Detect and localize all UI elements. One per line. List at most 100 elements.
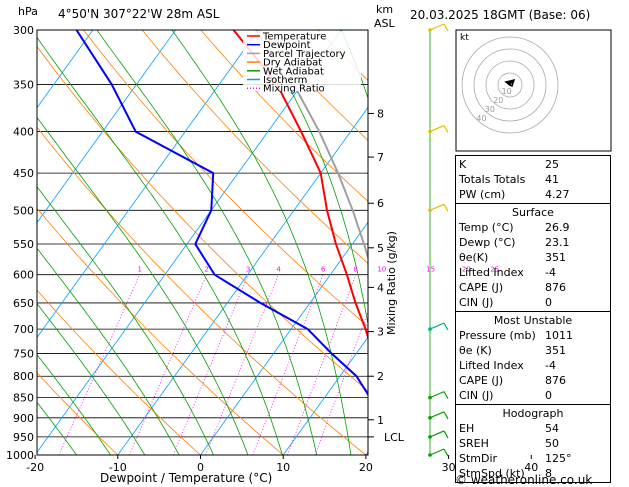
wet-adiabat [402, 0, 454, 472]
mu-pressure-label: Pressure (mb) [459, 328, 536, 343]
mixing-ratio-axis-label: Mixing Ratio (g/kg) [385, 231, 398, 335]
mu-cin-value: 0 [545, 388, 607, 403]
k-index-label: K [459, 157, 466, 172]
km-tick-label: 7 [377, 151, 384, 164]
mu-li-value: -4 [545, 358, 607, 373]
mixing-ratio-label: 15 [426, 266, 435, 274]
surface-li-row: Lifted Index -4 [459, 265, 607, 280]
pressure-tick-label: 650 [13, 297, 34, 310]
wind-barb-flag [444, 449, 448, 456]
mu-theta-e-row: θe (K)351 [459, 343, 607, 358]
wind-barb-flag [444, 392, 448, 399]
wind-barb-flag [444, 24, 448, 31]
pressure-tick-label: 550 [13, 238, 34, 251]
mu-cin-row: CIN (J) 0 [459, 388, 607, 403]
mu-pressure-value: 1011 [545, 328, 607, 343]
km-tick-label: 8 [377, 107, 384, 120]
km-tick-label: 1 [377, 414, 384, 427]
surface-box: Surface Temp (°C)26.9 Dewp (°C)23.1 θe(K… [455, 204, 611, 312]
wind-barb-dot [428, 435, 432, 439]
eh-value: 54 [545, 421, 607, 436]
eh-label: EH [459, 421, 474, 436]
wind-barb-dot [428, 130, 432, 134]
surface-theta-e-value: 351 [545, 250, 607, 265]
wind-barb-flag [444, 204, 448, 211]
surface-theta-e-row: θe(K) 351 [459, 250, 607, 265]
mu-li-row: Lifted Index -4 [459, 358, 607, 373]
k-index-row: K 25 [459, 157, 607, 172]
eh-row: EH 54 [459, 421, 607, 436]
stmspd-row: StmSpd (kt)8 [459, 466, 607, 481]
surface-theta-e-label: θe(K) [459, 250, 488, 265]
most-unstable-title: Most Unstable [459, 313, 607, 328]
surface-dewp-value: 23.1 [545, 235, 607, 250]
pressure-tick-label: 850 [13, 392, 34, 405]
mixing-ratio-line [206, 275, 279, 455]
km-tick-label: 3 [377, 326, 384, 339]
x-axis-label: Dewpoint / Temperature (°C) [100, 471, 272, 485]
pressure-tick-label: 950 [13, 431, 34, 444]
sreh-row: SREH 50 [459, 436, 607, 451]
surface-cin-label: CIN (J) [459, 295, 493, 310]
wind-barb-flag [444, 126, 448, 133]
mixing-ratio-label: 3 [246, 266, 250, 274]
temp-tick-label: 20 [359, 461, 373, 474]
mu-theta-e-value: 351 [545, 343, 607, 358]
surface-cape-label: CAPE (J) [459, 280, 503, 295]
km-tick-label: 5 [377, 242, 384, 255]
mu-cape-row: CAPE (J)876 [459, 373, 607, 388]
wind-barb-dot [428, 453, 432, 457]
surface-li-label: Lifted Index [459, 265, 524, 280]
mu-pressure-row: Pressure (mb) 1011 [459, 328, 607, 343]
sreh-label: SREH [459, 436, 489, 451]
temp-tick-label: 10 [276, 461, 290, 474]
hodograph-ring-label: 10 [502, 87, 512, 96]
mixing-ratio-line [367, 275, 431, 455]
pressure-tick-label: 450 [13, 167, 34, 180]
mu-cin-label: CIN (J) [459, 388, 493, 403]
pressure-tick-label: 600 [13, 269, 34, 282]
mixing-ratio-line [253, 275, 323, 455]
legend-label: Mixing Ratio [263, 84, 325, 95]
wind-barb [430, 412, 444, 418]
wind-barb-flag [444, 431, 448, 438]
pressure-tick-label: 300 [13, 24, 34, 37]
surface-li-value: -4 [545, 265, 607, 280]
wind-barb-dot [428, 28, 432, 32]
surface-title: Surface [459, 205, 607, 220]
km-tick-label: 6 [377, 197, 384, 210]
k-index-value: 25 [545, 157, 607, 172]
wind-barb-dot [428, 416, 432, 420]
wet-adiabat [0, 0, 254, 472]
surface-temp-label: Temp (°C) [459, 220, 514, 235]
mixing-ratio-label: 2 [204, 266, 208, 274]
pressure-tick-label: 700 [13, 323, 34, 336]
km-tick-label: 4 [377, 281, 384, 294]
mixing-ratio-line [287, 275, 355, 455]
surface-cape-row: CAPE (J)876 [459, 280, 607, 295]
pressure-tick-label: 750 [13, 347, 34, 360]
pressure-tick-label: 400 [13, 126, 34, 139]
surface-dewp-row: Dewp (°C)23.1 [459, 235, 607, 250]
hodograph-ring-label: 20 [493, 96, 503, 105]
wind-barb [430, 431, 444, 437]
km-tick-label: 2 [377, 370, 384, 383]
wind-barb [430, 449, 444, 455]
sreh-value: 50 [545, 436, 607, 451]
hodograph-ring-label: 40 [476, 114, 486, 123]
pw-value: 4.27 [545, 187, 607, 202]
wind-barb-dot [428, 396, 432, 400]
wind-barb [430, 126, 444, 132]
wind-barb [430, 323, 444, 329]
mu-li-label: Lifted Index [459, 358, 524, 373]
totals-totals-label: Totals Totals [459, 172, 525, 187]
surface-cin-value: 0 [545, 295, 607, 310]
hodograph-kt-label: kt [460, 33, 469, 43]
temp-tick-label: -20 [26, 461, 44, 474]
wind-barb-flag [444, 323, 448, 330]
